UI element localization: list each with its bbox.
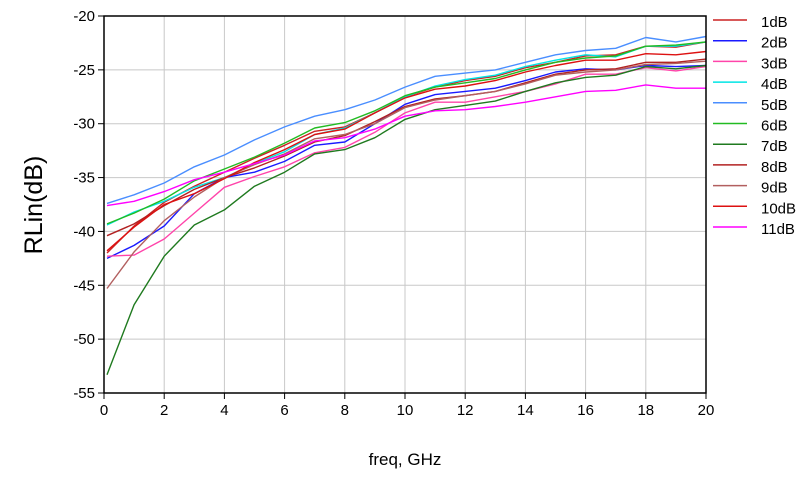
x-tick-label: 0 bbox=[100, 402, 108, 419]
legend-label: 6dB bbox=[761, 118, 788, 135]
legend: 1dB 2dB 3dB 4dB 5dB 6dB 7dB 8dB 9dB 10dB 11dB bbox=[713, 14, 796, 238]
x-tick-label: 16 bbox=[577, 402, 594, 419]
x-tick-label: 12 bbox=[457, 402, 474, 419]
legend-label: 2dB bbox=[761, 35, 788, 52]
legend-label: 10dB bbox=[761, 200, 796, 217]
legend-label: 7dB bbox=[761, 138, 788, 155]
legend-label: 11dB bbox=[761, 221, 795, 238]
x-tick-label: 6 bbox=[280, 402, 288, 419]
x-tick-label: 4 bbox=[220, 402, 228, 419]
y-tick-label: -20 bbox=[73, 8, 95, 25]
x-tick-label: 10 bbox=[397, 402, 414, 419]
x-axis-label: freq, GHz bbox=[369, 450, 442, 469]
y-tick-label: -50 bbox=[73, 331, 95, 348]
series-layer bbox=[106, 35, 707, 375]
legend-label: 4dB bbox=[761, 76, 788, 93]
series-line-3dB bbox=[106, 65, 707, 257]
y-tick-label: -40 bbox=[73, 223, 95, 240]
y-axis-label: RLin(dB) bbox=[20, 156, 48, 255]
series-line-8dB bbox=[106, 58, 707, 237]
x-tick-label: 2 bbox=[160, 402, 168, 419]
legend-label: 5dB bbox=[761, 97, 788, 114]
y-tick-label: -45 bbox=[73, 277, 95, 294]
x-tick-label: 20 bbox=[698, 402, 715, 419]
x-tick-label: 14 bbox=[517, 402, 534, 419]
series-line-9dB bbox=[106, 60, 707, 289]
y-tick-label: -25 bbox=[73, 62, 95, 79]
y-tick-label: -30 bbox=[73, 116, 95, 133]
legend-label: 8dB bbox=[761, 159, 788, 176]
legend-label: 1dB bbox=[761, 14, 788, 31]
y-tick-label: -55 bbox=[73, 385, 95, 402]
legend-label: 3dB bbox=[761, 55, 788, 72]
x-tick-label: 8 bbox=[341, 402, 349, 419]
y-tick-label: -35 bbox=[73, 170, 95, 187]
grid-lines bbox=[103, 15, 707, 394]
series-line-10dB bbox=[106, 50, 707, 252]
series-line-5dB bbox=[106, 35, 707, 205]
series-line-2dB bbox=[106, 64, 707, 260]
x-tick-label: 18 bbox=[637, 402, 654, 419]
legend-label: 9dB bbox=[761, 180, 788, 197]
series-line-7dB bbox=[106, 64, 707, 375]
series-line-11dB bbox=[106, 84, 706, 207]
axis-ticks: 0 2 4 6 8 10 12 14 16 18 20 -20 -25 -30 -35 -40 -45 -50 -5… bbox=[73, 8, 714, 419]
